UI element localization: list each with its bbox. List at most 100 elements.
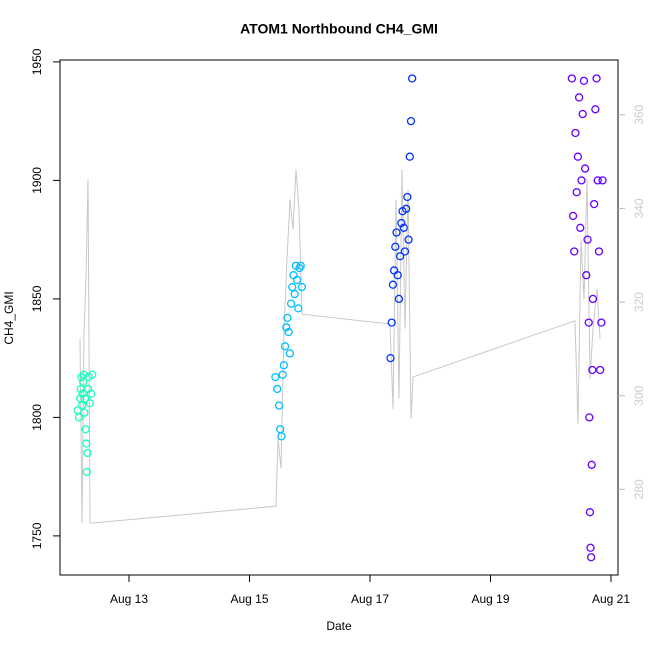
point (404, 235, 413, 244)
x-tick-label: Aug 21 (592, 592, 630, 606)
point (572, 188, 581, 197)
y-tick-label: 1900 (30, 167, 44, 194)
point (576, 223, 585, 232)
point (285, 349, 295, 358)
point (589, 199, 599, 209)
point (81, 425, 90, 434)
plot-frame (59, 59, 619, 576)
point (79, 370, 88, 379)
point (402, 204, 411, 213)
point (596, 365, 605, 375)
x-tick-label: Aug 13 (110, 592, 148, 606)
chart-title: ATOM1 Northbound CH4_GMI (240, 21, 438, 37)
point (80, 408, 89, 417)
point (579, 76, 589, 86)
y-axis-label: CH4_GMI (2, 291, 16, 344)
y-tick-label: 1750 (30, 522, 44, 549)
point (289, 271, 298, 280)
point (584, 318, 593, 327)
point (403, 192, 412, 202)
point (391, 242, 400, 251)
x-tick-label: Aug 15 (230, 592, 268, 606)
point (283, 313, 292, 323)
point (297, 282, 307, 292)
point (296, 261, 305, 270)
y2-tick-label: 360 (632, 104, 646, 124)
point (397, 218, 406, 228)
point (288, 282, 297, 292)
point (592, 74, 601, 83)
point (292, 275, 302, 285)
point (88, 370, 97, 379)
point (389, 266, 399, 275)
point (82, 439, 91, 448)
point (277, 432, 286, 441)
point (386, 353, 395, 363)
point (571, 128, 580, 138)
y2-tick-label: 340 (632, 198, 646, 218)
point (395, 252, 405, 261)
point (578, 109, 587, 119)
point (388, 280, 398, 289)
point (574, 93, 584, 102)
point (586, 543, 595, 552)
point (585, 413, 594, 422)
point (591, 105, 600, 114)
point (387, 318, 396, 327)
point (583, 235, 592, 244)
point (282, 323, 291, 332)
point (274, 401, 284, 410)
point (568, 211, 578, 221)
y2-tick-label: 280 (632, 479, 646, 499)
point (586, 553, 596, 562)
point (78, 389, 87, 398)
point (276, 425, 285, 434)
point (86, 389, 96, 398)
point (408, 74, 417, 83)
point (280, 342, 290, 351)
point (588, 294, 598, 304)
point (400, 247, 410, 256)
point (273, 384, 282, 394)
point (577, 176, 586, 185)
point (392, 228, 401, 237)
point (278, 370, 287, 379)
x-axis-label: Date (326, 619, 352, 633)
point (580, 164, 590, 173)
point (294, 304, 303, 313)
line-series (79, 169, 601, 524)
point (593, 176, 602, 185)
point (286, 299, 296, 308)
point (573, 152, 583, 161)
point (271, 372, 280, 382)
point (597, 318, 606, 327)
y2-tick-label: 300 (632, 385, 646, 405)
point (582, 271, 591, 280)
point (290, 290, 299, 299)
point (82, 467, 91, 477)
y2-tick-label: 320 (632, 292, 646, 312)
point (80, 394, 90, 403)
point (279, 361, 288, 370)
point (83, 448, 92, 458)
point (77, 401, 87, 410)
point (74, 413, 84, 422)
point (394, 294, 404, 304)
point (598, 176, 607, 185)
point (85, 399, 94, 408)
point (405, 152, 414, 161)
y-tick-label: 1800 (30, 404, 44, 431)
point (585, 508, 595, 517)
point (567, 74, 576, 83)
y-tick-label: 1950 (30, 48, 44, 75)
point (399, 223, 408, 232)
point (588, 365, 597, 375)
x-tick-label: Aug 19 (471, 592, 509, 606)
point (393, 271, 402, 280)
point (594, 247, 604, 256)
y-tick-label: 1850 (30, 285, 44, 312)
point (570, 247, 579, 256)
point (587, 460, 596, 469)
